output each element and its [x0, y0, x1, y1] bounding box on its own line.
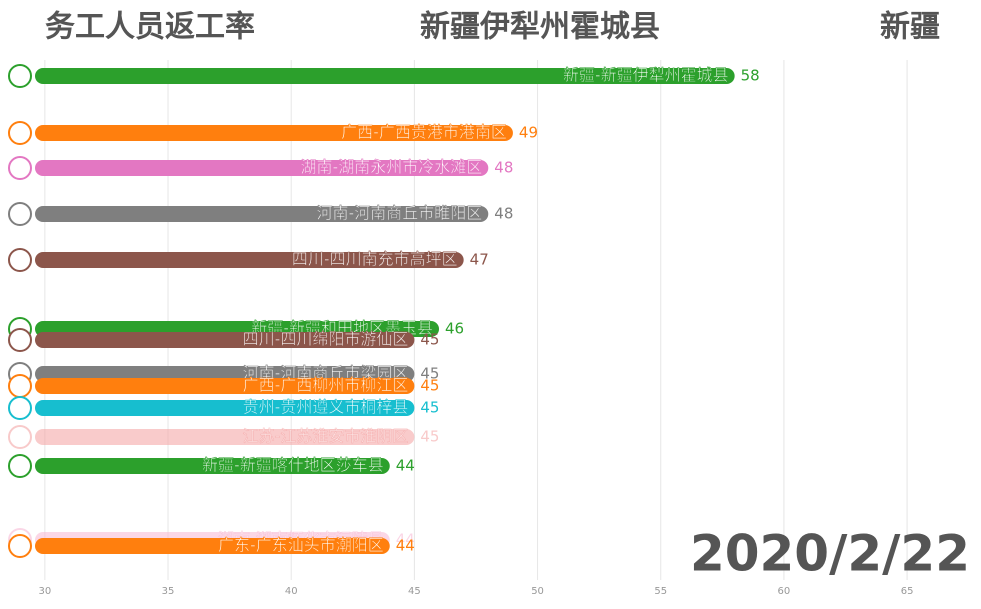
x-tick-label: 30	[38, 586, 51, 597]
x-tick-label: 60	[778, 586, 791, 597]
bar	[35, 400, 415, 416]
bar-marker	[8, 121, 32, 145]
bar-label: 河南-河南商丘市睢阳区	[317, 204, 483, 223]
bar-label: 江苏-江苏淮安市淮阴区	[243, 427, 409, 446]
bar-marker	[8, 454, 32, 478]
value-label: 44	[396, 537, 415, 555]
value-label: 45	[420, 331, 439, 349]
bar-label: 河南-河南商丘市梁园区	[243, 364, 409, 383]
x-tick-label: 50	[531, 586, 544, 597]
bar-marker	[8, 425, 32, 449]
bar	[35, 160, 489, 176]
value-label: 45	[420, 377, 439, 395]
value-label: 49	[519, 124, 538, 142]
bar-label: 新疆-新疆伊犁州霍城县	[563, 66, 729, 85]
bar-marker	[8, 534, 32, 558]
date-label: 2020/2/22	[690, 525, 970, 583]
value-label: 47	[470, 251, 489, 269]
value-label: 48	[494, 159, 513, 177]
bar-label: 新疆-新疆喀什地区莎车县	[202, 456, 384, 475]
bar	[35, 429, 415, 445]
bar	[35, 206, 489, 222]
x-tick-label: 55	[654, 586, 667, 597]
value-label: 45	[420, 399, 439, 417]
value-label: 46	[445, 320, 464, 338]
bar	[35, 125, 513, 141]
bar	[35, 252, 464, 268]
bar-label: 广西-广西柳州市柳江区	[243, 376, 409, 395]
bar-marker	[8, 202, 32, 226]
bar-label: 四川-四川南充市高坪区	[292, 250, 458, 269]
bar-label: 广西-广西贵港市港南区	[341, 123, 507, 142]
value-label: 48	[494, 205, 513, 223]
bar-label: 四川-四川绵阳市游仙区	[243, 330, 409, 349]
bar-marker	[8, 396, 32, 420]
bar-marker	[8, 374, 32, 398]
value-label: 44	[396, 531, 415, 549]
chart-subtitle: 新疆伊犁州霍城县	[420, 10, 660, 45]
bar-label: 贵州-贵州遵义市桐梓县	[243, 398, 409, 417]
chart-title: 务工人员返工率	[45, 10, 255, 45]
bar-label: 广东-广东汕头市潮阳区	[218, 536, 384, 555]
x-tick-label: 65	[901, 586, 914, 597]
x-tick-label: 40	[285, 586, 298, 597]
value-label: 45	[420, 365, 439, 383]
x-tick-label: 35	[162, 586, 175, 597]
value-label: 44	[396, 457, 415, 475]
bar-marker	[8, 64, 32, 88]
bar	[35, 332, 415, 348]
region-label: 新疆	[880, 10, 940, 45]
bar	[35, 68, 735, 84]
bar	[35, 458, 390, 474]
value-label: 58	[741, 67, 760, 85]
bar	[35, 538, 390, 554]
value-label: 45	[420, 428, 439, 446]
bar-marker	[8, 156, 32, 180]
bar-marker	[8, 248, 32, 272]
bar-marker	[8, 328, 32, 352]
bar-label: 湖南-湖南永州市冷水滩区	[301, 158, 483, 177]
x-tick-label: 45	[408, 586, 421, 597]
bar	[35, 378, 415, 394]
